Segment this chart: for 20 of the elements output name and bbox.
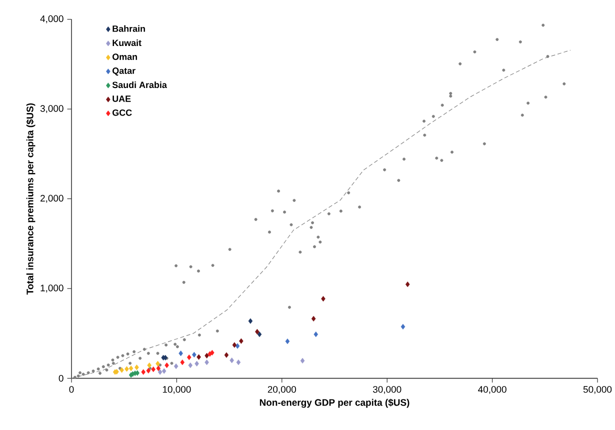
y-tick-label: 0	[58, 374, 64, 382]
y-tick-label: 2,000	[40, 194, 64, 203]
legend-label: UAE	[112, 96, 131, 102]
x-tick-label: 50,000	[583, 386, 612, 394]
x-tick-label: 20,000	[268, 386, 296, 394]
y-tick-label: 1,000	[40, 284, 64, 292]
y-tick-label: 3,000	[40, 105, 64, 113]
y-axis-title: Total insurance premiums per capita ($US)	[26, 103, 36, 295]
legend-label: Bahrain	[112, 25, 145, 32]
y-tick-label: 4,000	[40, 15, 64, 24]
x-tick-label: 0	[69, 386, 74, 393]
x-axis-title: Non-energy GDP per capita ($US)	[260, 398, 410, 408]
x-tick-label: 10,000	[162, 386, 191, 394]
x-tick-label: 40,000	[478, 386, 506, 394]
legend-label: Oman	[112, 54, 137, 60]
x-tick-label: 30,000	[372, 386, 402, 394]
legend-label: Qatar	[112, 68, 136, 76]
legend-label: GCC	[112, 109, 132, 116]
legend-label: Kuwait	[112, 39, 142, 46]
legend-label: Saudi Arabia	[112, 81, 167, 88]
